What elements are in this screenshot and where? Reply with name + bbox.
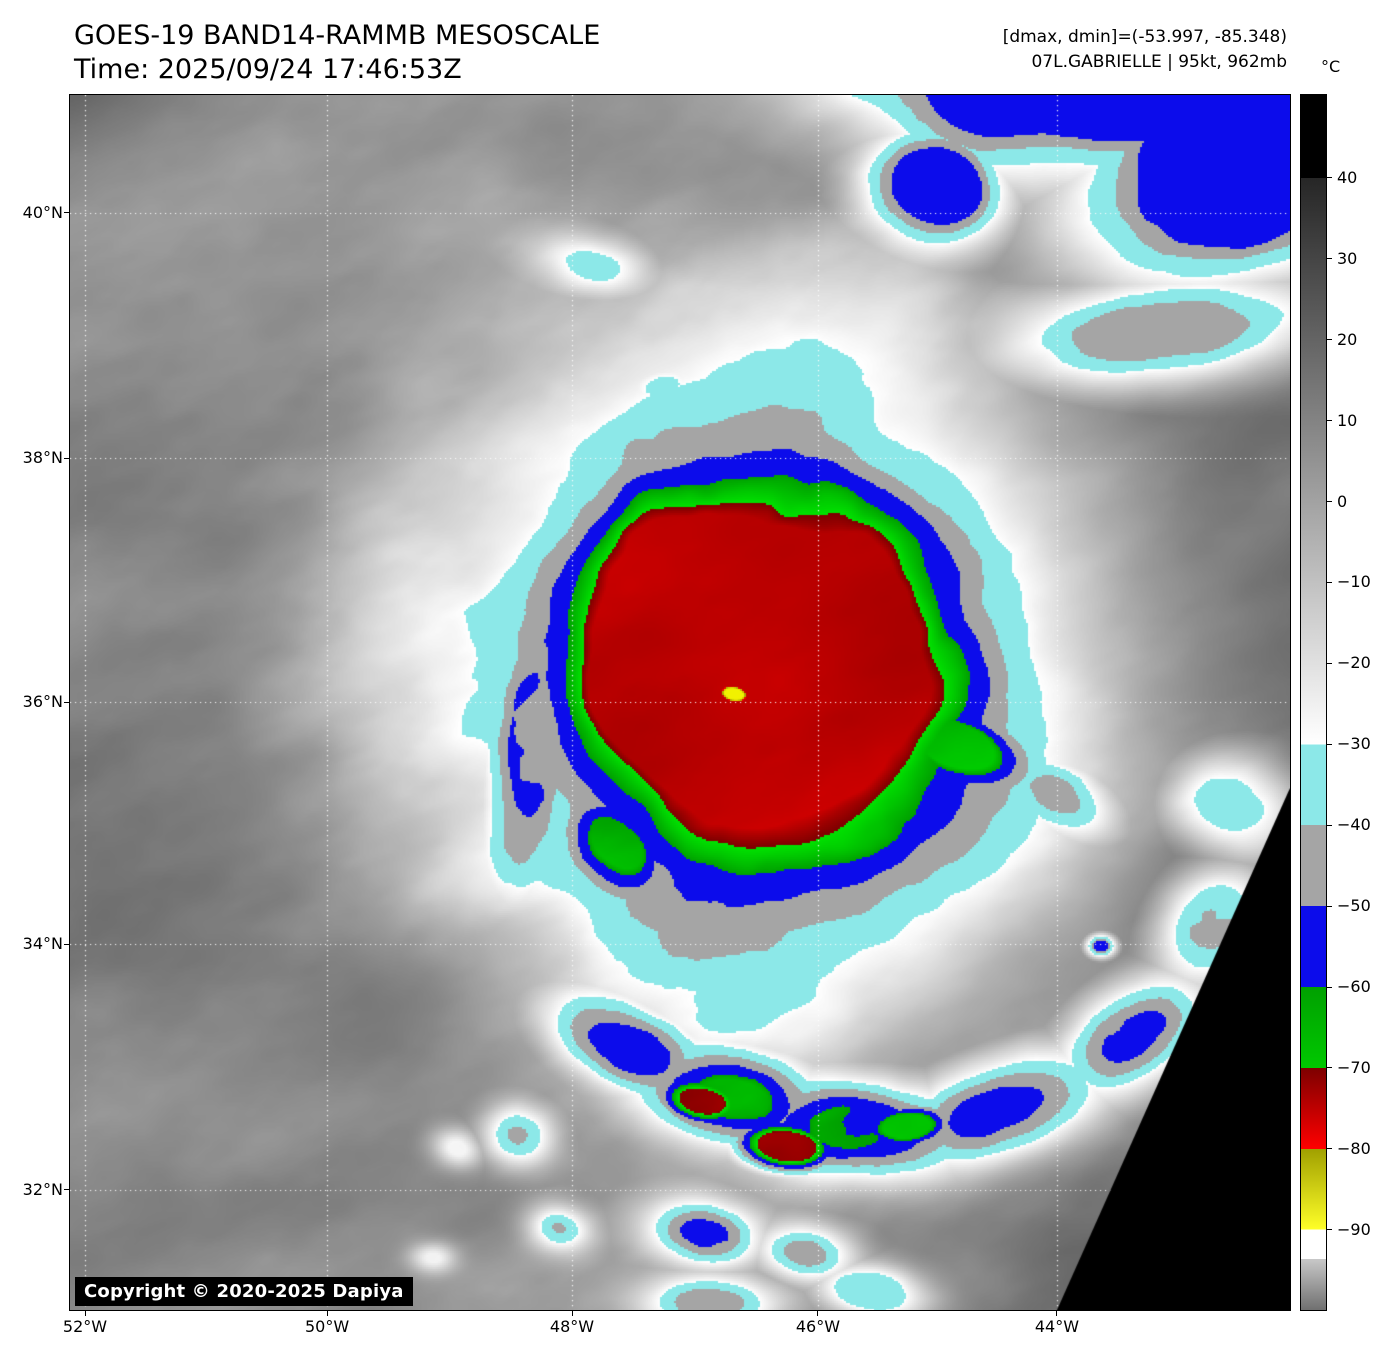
lon-tick-label: 46°W [795,1317,841,1336]
colorbar-unit-label: °C [1321,57,1341,76]
colorbar-tick-label: 30 [1337,248,1358,268]
colorbar-tick [1327,501,1332,503]
colorbar-tick-label: 0 [1337,491,1348,511]
lat-tick-label: 32°N [22,1179,63,1199]
lon-tick-label: 44°W [1034,1317,1080,1336]
satellite-image-canvas [70,95,1290,1310]
colorbar-tick [1327,420,1332,422]
colorbar-tick-label: −80 [1337,1138,1371,1158]
colorbar-tick [1327,1067,1332,1069]
lon-tick-label: 48°W [549,1317,595,1336]
axis-tick [84,1311,86,1316]
colorbar-tick [1327,743,1332,745]
colorbar-tick-label: −90 [1337,1219,1371,1239]
colorbar-tick-label: −50 [1337,896,1371,916]
colorbar-tick-label: −60 [1337,977,1371,997]
storm-info-label: 07L.GABRIELLE | 95kt, 962mb [1031,52,1287,72]
figure-title: GOES-19 BAND14-RAMMB MESOSCALE [74,20,601,51]
colorbar-tick [1327,905,1332,907]
lon-tick-label: 52°W [62,1317,108,1336]
colorbar-tick-label: −10 [1337,572,1371,592]
colorbar [1300,94,1327,1311]
colorbar-tick-label: −30 [1337,734,1371,754]
colorbar-tick-label: 40 [1337,167,1358,187]
colorbar-tick [1327,986,1332,988]
axis-tick [1056,1311,1058,1316]
axis-tick [817,1311,819,1316]
colorbar-tick [1327,1229,1332,1231]
colorbar-tick [1327,339,1332,341]
dmax-dmin-readout: [dmax, dmin]=(-53.997, -85.348) [1002,27,1287,47]
timestamp-label: Time: 2025/09/24 17:46:53Z [74,54,462,85]
colorbar-tick-label: −70 [1337,1057,1371,1077]
lat-tick-label: 36°N [22,692,63,711]
lon-tick-label: 50°W [304,1317,350,1336]
map-frame: Copyright © 2020-2025 Dapiya [69,94,1291,1311]
colorbar-tick-label: −40 [1337,815,1371,835]
colorbar-tick [1327,177,1332,179]
colorbar-tick-label: 20 [1337,329,1358,349]
copyright-label: Copyright © 2020-2025 Dapiya [75,1277,413,1306]
colorbar-tick [1327,1148,1332,1150]
axis-tick [571,1311,573,1316]
axis-tick [326,1311,328,1316]
colorbar-tick [1327,824,1332,826]
colorbar-tick [1327,258,1332,260]
colorbar-tick-label: 10 [1337,410,1358,430]
lat-tick-label: 34°N [22,934,63,954]
colorbar-tick [1327,662,1332,664]
lat-tick-label: 40°N [22,202,63,222]
lat-tick-label: 38°N [22,448,63,468]
colorbar-tick-label: −20 [1337,653,1371,673]
colorbar-tick [1327,581,1332,583]
